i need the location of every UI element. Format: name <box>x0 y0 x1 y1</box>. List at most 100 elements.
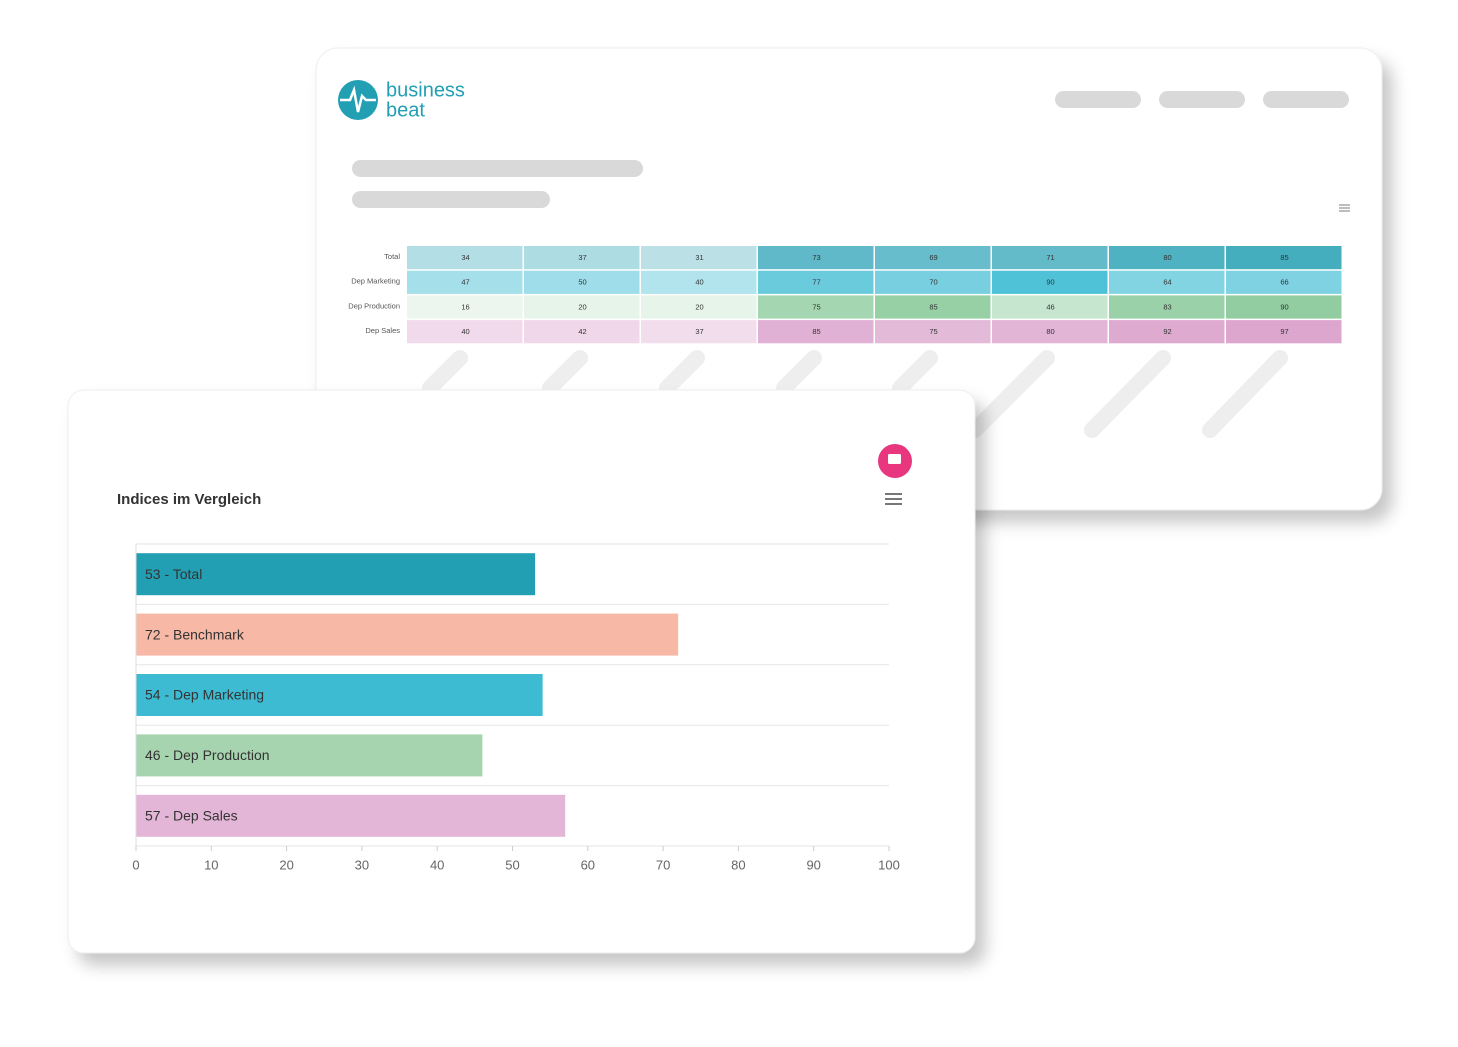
comment-icon <box>888 454 901 464</box>
bar-label: 57 - Dep Sales <box>145 808 238 824</box>
cell-label: 20 <box>695 302 703 311</box>
heat-cell <box>524 246 640 270</box>
cell-label: 77 <box>812 278 820 287</box>
x-tick-label: 100 <box>878 857 900 872</box>
x-tick-label: 70 <box>656 857 670 872</box>
cell-label: 40 <box>695 278 703 287</box>
cell-label: 85 <box>929 302 937 311</box>
heat-cell <box>1226 295 1342 319</box>
cell-label: 40 <box>461 327 469 336</box>
cell-label: 42 <box>578 327 586 336</box>
x-tick-label: 80 <box>731 857 745 872</box>
heat-cell <box>875 320 991 344</box>
cell-label: 66 <box>1280 278 1288 287</box>
cell-label: 75 <box>812 302 820 311</box>
bar <box>136 674 543 716</box>
cell-label: 80 <box>1046 327 1054 336</box>
x-tick-label: 20 <box>279 857 293 872</box>
cell-label: 83 <box>1163 302 1171 311</box>
heat-cell <box>1109 270 1225 294</box>
heat-cell <box>758 295 874 319</box>
cell-label: 20 <box>578 302 586 311</box>
heat-cell <box>875 246 991 270</box>
cell-label: 64 <box>1163 278 1171 287</box>
cell-label: 85 <box>1280 253 1288 262</box>
x-tick-label: 30 <box>355 857 369 872</box>
heat-cell <box>524 270 640 294</box>
heat-cell <box>524 320 640 344</box>
logo-pulse <box>340 85 376 113</box>
axis-label-placeholders <box>422 350 1288 438</box>
heat-cell <box>407 246 523 270</box>
cell-label: 75 <box>929 327 937 336</box>
cell-label: 80 <box>1163 253 1171 262</box>
cell-label: 97 <box>1280 327 1288 336</box>
bar-label: 54 - Dep Marketing <box>145 687 264 703</box>
cell-label: 37 <box>695 327 703 336</box>
row-label: Dep Marketing <box>351 277 400 286</box>
cell-label: 85 <box>812 327 820 336</box>
heat-cell <box>524 295 640 319</box>
bar <box>136 613 679 656</box>
bar <box>136 734 483 777</box>
heat-cell <box>992 295 1108 319</box>
cell-label: 69 <box>929 253 937 262</box>
x-tick-label: 10 <box>204 857 218 872</box>
heat-cell <box>875 270 991 294</box>
heat-cell <box>1226 320 1342 344</box>
bar <box>136 553 536 596</box>
heat-cell <box>1109 320 1225 344</box>
chart-title: Indices im Vergleich <box>117 491 261 508</box>
x-tick-label: 50 <box>505 857 519 872</box>
x-tick-label: 60 <box>581 857 595 872</box>
heat-cell <box>407 270 523 294</box>
x-tick-label: 0 <box>132 857 139 872</box>
heat-cell <box>641 320 757 344</box>
heat-cell <box>992 246 1108 270</box>
heat-cell <box>1109 246 1225 270</box>
cell-label: 34 <box>461 253 469 262</box>
cell-label: 90 <box>1280 302 1288 311</box>
cell-label: 16 <box>461 302 469 311</box>
menu-icon[interactable] <box>1339 204 1350 212</box>
logo-text: beat <box>386 99 425 121</box>
heat-cell <box>641 295 757 319</box>
cell-label: 47 <box>461 278 469 287</box>
cell-label: 73 <box>812 253 820 262</box>
cell-label: 31 <box>695 253 703 262</box>
bar-label: 46 - Dep Production <box>145 747 270 763</box>
cell-label: 46 <box>1046 302 1054 311</box>
heat-cell <box>1226 246 1342 270</box>
heat-cell <box>758 246 874 270</box>
heat-cell <box>875 295 991 319</box>
row-label: Dep Production <box>348 301 400 310</box>
cell-label: 71 <box>1046 253 1054 262</box>
placeholders <box>352 91 1349 208</box>
x-tick-label: 40 <box>430 857 444 872</box>
heat-cell <box>992 320 1108 344</box>
heat-cell <box>407 320 523 344</box>
cell-label: 37 <box>578 253 586 262</box>
bar-chart: 0 10 20 30 40 50 60 70 80 90 100 53 - Total 72 - Ben… <box>132 543 900 872</box>
bar-label: 72 - Benchmark <box>145 626 245 642</box>
row-label: Dep Sales <box>365 326 400 335</box>
x-tick-label: 90 <box>806 857 820 872</box>
cell-label: 90 <box>1046 278 1054 287</box>
heat-cell <box>641 246 757 270</box>
cell-label: 92 <box>1163 327 1171 336</box>
cell-label: 50 <box>578 278 586 287</box>
logo-icon <box>338 80 378 120</box>
heat-cell <box>1226 270 1342 294</box>
menu-icon[interactable] <box>885 493 902 505</box>
bar <box>136 794 566 837</box>
heat-cell <box>407 295 523 319</box>
heat-cell <box>1109 295 1225 319</box>
cell-label: 70 <box>929 278 937 287</box>
heat-cell <box>758 320 874 344</box>
heat-cell <box>641 270 757 294</box>
logo-text: business <box>386 79 465 101</box>
heat-cell <box>992 270 1108 294</box>
row-label: Total <box>384 252 400 261</box>
